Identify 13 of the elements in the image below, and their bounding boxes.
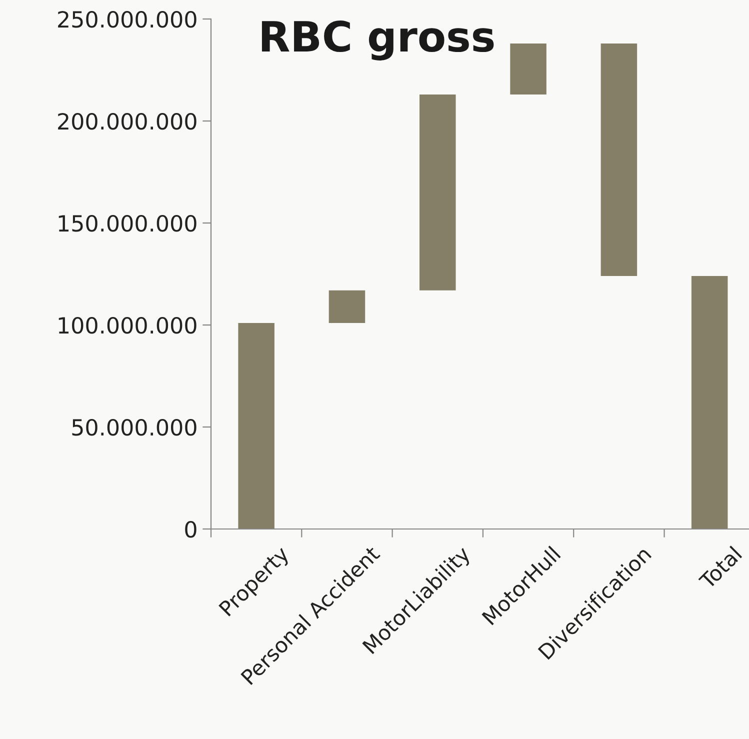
y-tick-label: 100.000.000 xyxy=(58,316,196,334)
y-tick-label: 250.000.000 xyxy=(58,10,196,28)
y-tick-label: 200.000.000 xyxy=(58,112,196,130)
bar xyxy=(328,290,366,323)
y-tick-label: 50.000.000 xyxy=(72,418,196,436)
bar xyxy=(238,322,274,529)
bar xyxy=(691,276,728,529)
y-tick-label: 0 xyxy=(185,520,196,538)
chart-title: RBC gross xyxy=(262,20,494,60)
bar xyxy=(420,94,456,290)
bar xyxy=(600,43,638,276)
bar xyxy=(510,43,546,94)
y-tick-label: 150.000.000 xyxy=(58,214,196,232)
